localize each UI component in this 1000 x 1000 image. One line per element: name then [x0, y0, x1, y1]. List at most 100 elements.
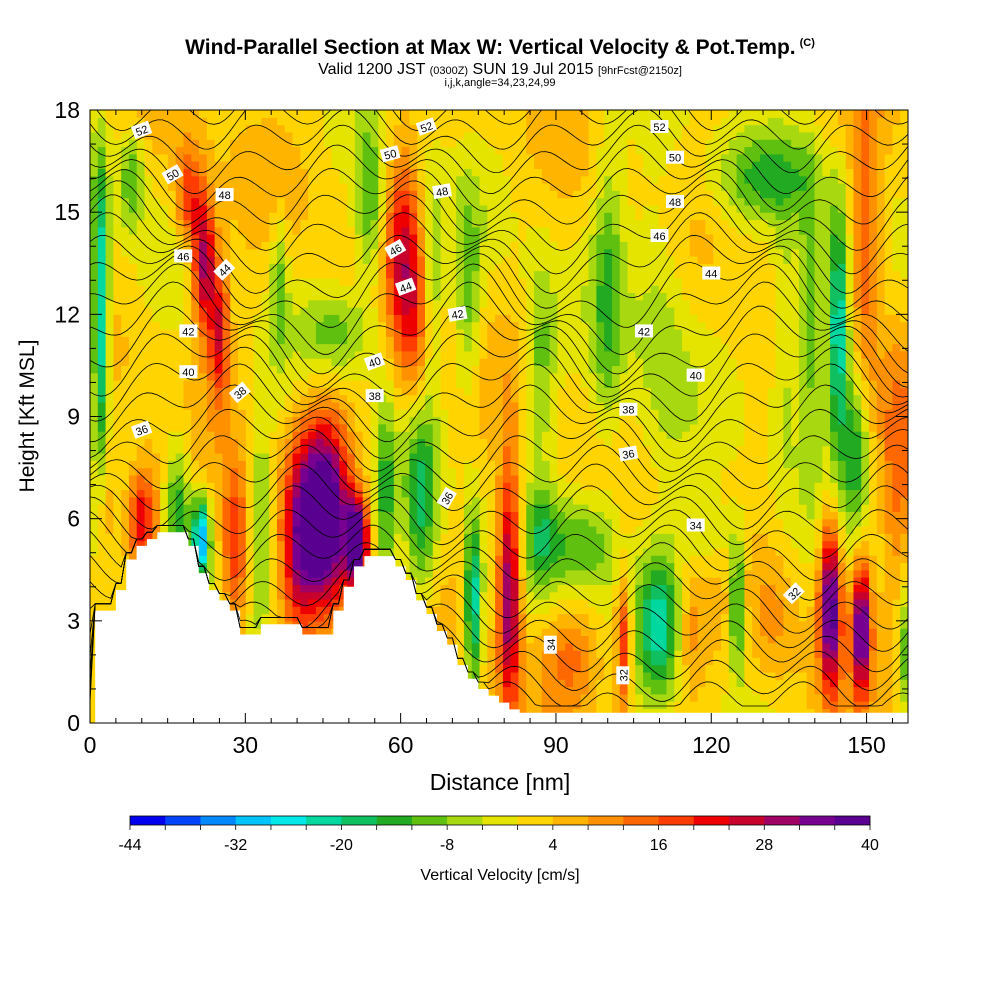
velocity-cell: [619, 431, 629, 439]
velocity-cell: [502, 409, 512, 418]
velocity-cell: [253, 533, 262, 542]
velocity-cell: [643, 708, 652, 717]
velocity-cell: [245, 555, 255, 564]
velocity-cell: [666, 577, 675, 585]
velocity-cell: [510, 380, 520, 388]
velocity-cell: [300, 606, 309, 615]
velocity-cell: [658, 394, 668, 403]
velocity-cell: [650, 438, 660, 447]
velocity-cell: [401, 460, 411, 469]
velocity-cell: [253, 628, 262, 637]
velocity-cell: [432, 438, 442, 447]
velocity-cell: [456, 628, 465, 637]
velocity-cell: [471, 467, 481, 476]
velocity-cell: [479, 540, 488, 549]
velocity-cell: [837, 628, 847, 637]
velocity-cell: [736, 409, 745, 418]
velocity-cell: [292, 431, 301, 439]
velocity-cell: [611, 569, 621, 578]
velocity-cell: [705, 686, 714, 695]
velocity-cell: [635, 416, 644, 425]
velocity-cell: [222, 489, 231, 498]
velocity-cell: [308, 562, 317, 571]
velocity-cell: [370, 533, 379, 542]
velocity-cell: [573, 525, 582, 534]
velocity-cell: [573, 547, 582, 556]
velocity-cell: [222, 380, 231, 388]
velocity-cell: [510, 431, 520, 439]
velocity-cell: [284, 423, 294, 432]
velocity-cell: [292, 555, 301, 564]
velocity-cell: [697, 620, 707, 629]
velocity-cell: [728, 445, 738, 454]
velocity-cell: [806, 635, 816, 644]
velocity-cell: [627, 664, 636, 673]
velocity-cell: [417, 474, 426, 483]
velocity-cell: [876, 504, 886, 512]
velocity-cell: [510, 504, 520, 512]
velocity-cell: [160, 431, 169, 439]
velocity-cell: [658, 606, 668, 615]
velocity-cell: [900, 591, 908, 600]
velocity-cell: [783, 540, 792, 549]
velocity-cell: [549, 657, 559, 666]
velocity-cell: [199, 496, 208, 505]
velocity-cell: [884, 533, 894, 542]
velocity-cell: [292, 496, 301, 505]
velocity-cell: [611, 452, 621, 461]
velocity-cell: [814, 387, 823, 396]
velocity-cell: [347, 525, 356, 534]
velocity-cell: [432, 591, 442, 600]
velocity-cell: [432, 533, 442, 542]
velocity-cell: [861, 431, 870, 439]
velocity-cell: [869, 562, 878, 571]
velocity-cell: [650, 664, 660, 673]
velocity-cell: [604, 460, 613, 469]
velocity-cell: [736, 620, 745, 629]
velocity-cell: [136, 372, 146, 381]
velocity-cell: [471, 584, 481, 593]
velocity-cell: [619, 577, 629, 585]
velocity-cell: [393, 372, 403, 381]
velocity-cell: [752, 474, 761, 483]
velocity-cell: [386, 401, 395, 410]
velocity-cell: [650, 482, 660, 491]
velocity-cell: [619, 620, 629, 629]
velocity-cell: [417, 467, 426, 476]
velocity-cell: [245, 547, 255, 556]
velocity-cell: [830, 671, 839, 680]
velocity-cell: [697, 496, 707, 505]
velocity-cell: [752, 547, 761, 556]
velocity-cell: [767, 496, 777, 505]
velocity-cell: [565, 584, 574, 593]
velocity-cell: [206, 438, 216, 447]
velocity-cell: [736, 496, 745, 505]
velocity-cell: [806, 606, 816, 615]
velocity-cell: [502, 372, 512, 381]
velocity-cell: [689, 591, 699, 600]
velocity-cell: [892, 577, 901, 585]
velocity-cell: [884, 401, 894, 410]
velocity-cell: [518, 693, 527, 702]
velocity-cell: [471, 372, 481, 381]
velocity-cell: [347, 511, 356, 520]
velocity-cell: [456, 620, 465, 629]
velocity-cell: [471, 482, 481, 491]
velocity-cell: [238, 533, 247, 542]
velocity-cell: [331, 569, 340, 578]
velocity-cell: [222, 452, 231, 461]
velocity-cell: [806, 540, 816, 549]
velocity-cell: [736, 423, 745, 432]
velocity-cell: [596, 628, 605, 637]
velocity-cell: [331, 555, 340, 564]
velocity-cell: [245, 438, 255, 447]
velocity-cell: [604, 635, 613, 644]
velocity-cell: [222, 482, 231, 491]
velocity-cell: [541, 686, 551, 695]
velocity-cell: [238, 496, 247, 505]
velocity-cell: [884, 547, 894, 556]
velocity-cell: [643, 671, 652, 680]
velocity-cell: [214, 474, 224, 483]
velocity-cell: [534, 409, 543, 418]
velocity-cell: [393, 452, 403, 461]
